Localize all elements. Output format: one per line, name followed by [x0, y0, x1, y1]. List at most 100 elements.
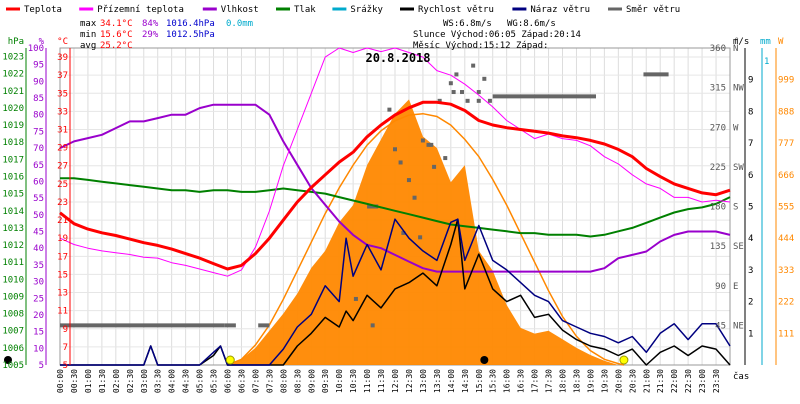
radiation-tick-label: 555 [778, 203, 794, 213]
time-tick-label: 08:00 [279, 369, 288, 393]
direction-code-label: S [733, 203, 738, 213]
axes-layer: hPa1023102210211020101910181017101610151… [2, 37, 794, 393]
wind-direction-point [420, 138, 425, 143]
temp-axis-tick-label: 23 [57, 198, 68, 208]
wind-direction-point [448, 81, 453, 86]
time-tick-label: 16:30 [517, 369, 526, 393]
temp-axis-label: °C [57, 37, 68, 47]
hpa-axis-tick-label: 1007 [2, 327, 24, 337]
time-tick-label: 11:00 [363, 369, 372, 393]
time-tick-label: 06:00 [224, 369, 233, 393]
time-tick-label: 10:00 [335, 369, 344, 393]
theoretical-radiation-line [227, 112, 625, 366]
time-tick-label: 05:00 [196, 369, 205, 393]
hpa-axis-tick-label: 1020 [2, 104, 24, 114]
time-tick-label: 02:00 [112, 369, 121, 393]
time-tick-label: 13:30 [433, 369, 442, 393]
radiation-axis-label: W [778, 37, 784, 47]
header-layer: Teplota Přízemní teplota Vlhkost Tlak Srážky… [6, 5, 680, 65]
humidity-axis-tick-label: 45 [33, 228, 44, 238]
hpa-axis-tick-label: 1015 [2, 190, 24, 200]
wind-direction-point [487, 98, 492, 103]
humidity-axis-tick-label: 100 [28, 44, 44, 54]
time-tick-label: 18:00 [559, 369, 568, 393]
time-tick-label: 19:30 [600, 369, 609, 393]
sunrise-marker [225, 355, 235, 365]
humidity-axis-tick-label: 75 [33, 127, 44, 137]
time-tick-label: 02:30 [126, 369, 135, 393]
speed-tick-label: 1 [748, 329, 753, 339]
time-tick-label: 05:30 [210, 369, 219, 393]
time-tick-label: 09:00 [307, 369, 316, 393]
radiation-tick-label: 666 [778, 171, 794, 181]
humidity-axis-tick-label: 40 [33, 244, 44, 254]
time-tick-label: 00:00 [56, 369, 65, 393]
moon-times-info: Měsíc Východ:15:12 Západ: [413, 41, 548, 51]
time-tick-label: 15:00 [475, 369, 484, 393]
radiation-tick-label: 111 [778, 329, 794, 339]
time-tick-label: 06:30 [237, 369, 246, 393]
humidity-axis-tick-label: 50 [33, 211, 44, 221]
direction-tick-label: 360 [710, 44, 726, 54]
time-tick-label: 22:30 [684, 369, 693, 393]
time-tick-label: 16:00 [503, 369, 512, 393]
direction-tick-label: 45 [715, 321, 726, 331]
time-tick-label: 23:00 [698, 369, 707, 393]
wind-direction-point [451, 90, 456, 95]
wind-direction-point [406, 178, 411, 183]
direction-tick-label: 180 [710, 203, 726, 213]
moonrise-marker [480, 356, 489, 364]
humidity-axis-tick-label: 10 [33, 344, 44, 354]
temp-axis-tick-label: 25 [57, 180, 68, 190]
wind-direction-point [418, 235, 423, 240]
time-tick-label: 11:30 [377, 369, 386, 393]
time-tick-label: 18:30 [572, 369, 581, 393]
radiation-layer [227, 99, 625, 366]
temp-axis-tick-label: 37 [57, 71, 68, 81]
wind-direction-point [370, 323, 375, 328]
wind-direction-point [426, 142, 431, 147]
time-tick-label: 20:00 [614, 369, 623, 393]
time-tick-label: 22:00 [670, 369, 679, 393]
temp-axis-tick-label: 21 [57, 216, 68, 226]
humidity-axis-tick-label: 35 [33, 261, 44, 271]
time-tick-label: 08:30 [293, 369, 302, 393]
temp-axis-tick-label: 29 [57, 144, 68, 154]
humidity-axis-tick-label: 70 [33, 144, 44, 154]
radiation-tick-label: 222 [778, 298, 794, 308]
speed-tick-label: 3 [748, 266, 753, 276]
time-tick-label: 04:30 [182, 369, 191, 393]
time-axis-label: čas [733, 371, 749, 382]
time-tick-label: 21:00 [642, 369, 651, 393]
hpa-axis-tick-label: 1014 [2, 207, 24, 217]
humidity-axis-tick-label: 20 [33, 311, 44, 321]
hpa-axis-tick-label: 1019 [2, 121, 24, 131]
temp-axis-tick-label: 17 [57, 252, 68, 262]
radiation-tick-label: 999 [778, 76, 794, 86]
humidity-axis-tick-label: 60 [33, 177, 44, 187]
hpa-axis-tick-label: 1012 [2, 241, 24, 251]
speed-tick-label: 6 [748, 171, 753, 181]
direction-tick-label: 270 [710, 123, 726, 133]
legend-label: Směr větru [626, 5, 680, 15]
stat-label: avg [80, 41, 96, 51]
speed-tick-label: 9 [748, 76, 753, 86]
time-tick-label: 12:00 [391, 369, 400, 393]
time-tick-label: 09:30 [321, 369, 330, 393]
direction-code-label: W [733, 123, 739, 133]
direction-axis-label: ° [734, 37, 739, 47]
stat-temp: 34.1°C [100, 19, 133, 29]
wind-speed-info: WS:6.8m/s [443, 19, 492, 29]
wind-direction-point [476, 90, 481, 95]
hpa-axis-tick-label: 1009 [2, 292, 24, 302]
wind-direction-point [387, 107, 392, 112]
time-tick-label: 19:00 [586, 369, 595, 393]
time-tick-label: 03:30 [154, 369, 163, 393]
humidity-axis-tick-label: 55 [33, 194, 44, 204]
stat-rain: 0.0mm [226, 19, 253, 29]
wind-direction-point [471, 63, 476, 68]
time-tick-label: 17:30 [545, 369, 554, 393]
stat-humidity: 29% [142, 30, 159, 40]
speed-axis-label: m/s [733, 37, 749, 47]
